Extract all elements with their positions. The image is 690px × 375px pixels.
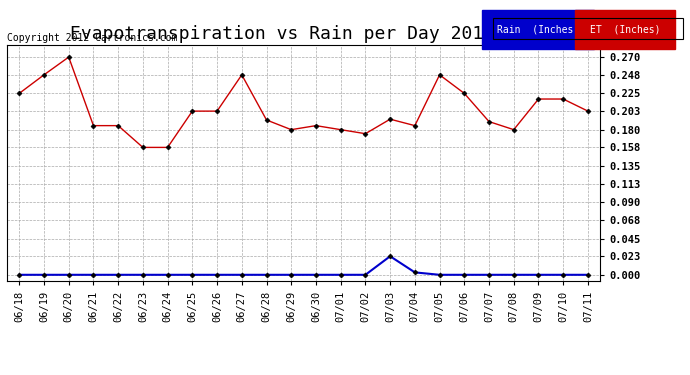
Title: Evapotranspiration vs Rain per Day 20120712: Evapotranspiration vs Rain per Day 20120… xyxy=(70,26,538,44)
Text: Copyright 2012 Cartronics.com: Copyright 2012 Cartronics.com xyxy=(7,33,177,43)
Text: Rain  (Inches): Rain (Inches) xyxy=(497,24,579,34)
Text: ET  (Inches): ET (Inches) xyxy=(590,24,660,34)
